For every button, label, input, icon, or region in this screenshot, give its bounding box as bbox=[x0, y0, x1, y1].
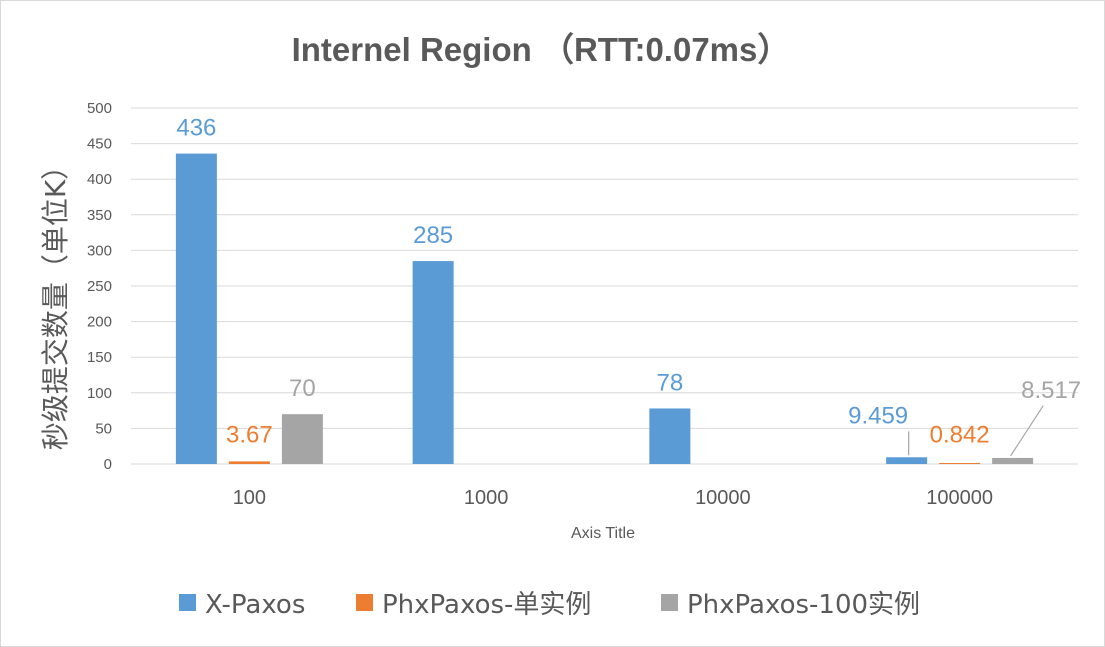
data-label: 285 bbox=[413, 222, 453, 249]
bar bbox=[228, 461, 270, 464]
legend-swatch bbox=[661, 594, 678, 611]
y-tick-label: 0 bbox=[104, 456, 112, 473]
y-tick-label: 150 bbox=[87, 349, 112, 366]
x-tick-label: 1000 bbox=[464, 487, 509, 509]
y-tick-label: 250 bbox=[87, 278, 112, 295]
y-tick-label: 100 bbox=[87, 385, 112, 402]
legend-label: PhxPaxos-100实例 bbox=[687, 590, 920, 620]
data-label: 436 bbox=[176, 115, 216, 142]
legend-swatch bbox=[179, 594, 196, 611]
x-tick-label: 100000 bbox=[926, 487, 993, 509]
legend-swatch bbox=[356, 594, 373, 611]
x-tick-label: 100 bbox=[233, 487, 266, 509]
data-label: 0.842 bbox=[930, 422, 990, 449]
y-tick-label: 350 bbox=[87, 207, 112, 224]
chart-title: Internel Region （RTT:0.07ms） bbox=[292, 31, 791, 68]
data-label: 9.459 bbox=[848, 402, 908, 429]
leader-line bbox=[1010, 405, 1044, 457]
y-tick-label: 300 bbox=[87, 242, 112, 259]
data-label: 78 bbox=[657, 369, 684, 396]
bar bbox=[939, 463, 981, 464]
gridlines bbox=[131, 107, 1078, 465]
legend-label: PhxPaxos-单实例 bbox=[382, 590, 591, 620]
bar bbox=[412, 261, 454, 464]
legend: X-Paxos PhxPaxos-单实例 PhxPaxos-100实例 bbox=[179, 590, 920, 620]
bar bbox=[175, 153, 217, 464]
x-axis-ticks: 100 1000 10000 100000 bbox=[233, 487, 993, 509]
bar bbox=[649, 408, 691, 464]
y-axis-ticks: 0 50 100 150 200 250 300 350 400 450 500 bbox=[87, 100, 112, 473]
data-label: 3.67 bbox=[226, 422, 273, 449]
x-axis-title: Axis Title bbox=[571, 525, 635, 542]
data-labels: 436 3.67 70 285 78 9.459 0.842 8.517 bbox=[176, 115, 1081, 457]
data-label: 8.517 bbox=[1021, 377, 1081, 404]
y-tick-label: 450 bbox=[87, 136, 112, 153]
data-label: 70 bbox=[289, 375, 316, 402]
y-tick-label: 400 bbox=[87, 171, 112, 188]
bar bbox=[281, 414, 323, 464]
y-axis-title: 秒级提交数量（单位K） bbox=[39, 152, 72, 450]
y-tick-label: 50 bbox=[95, 420, 112, 437]
y-tick-label: 500 bbox=[87, 100, 112, 117]
bars bbox=[175, 153, 1034, 464]
y-tick-label: 200 bbox=[87, 314, 112, 331]
x-tick-label: 10000 bbox=[695, 487, 751, 509]
bar bbox=[886, 457, 928, 464]
bar bbox=[992, 457, 1034, 464]
legend-label: X-Paxos bbox=[205, 590, 305, 620]
